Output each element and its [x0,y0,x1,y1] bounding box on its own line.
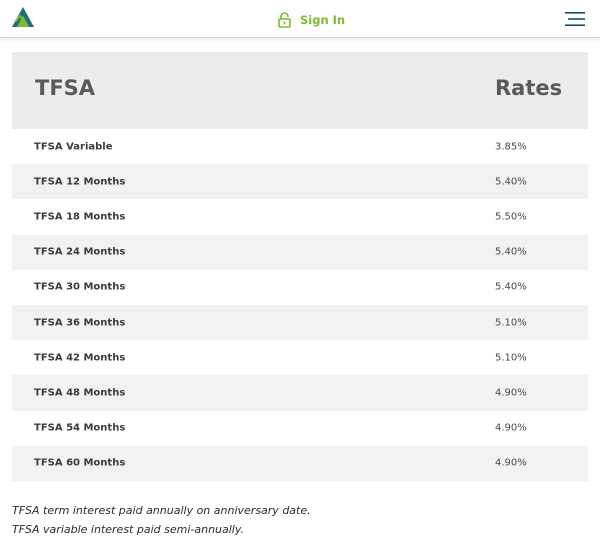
footnotes: TFSA term interest paid annually on anni… [12,501,588,539]
tfsa-rates-table: TFSA Rates TFSA Variable 3.85% TFSA 12 M… [12,52,588,481]
rate-cell: 5.10% [495,317,527,329]
column-header-rate: Rates [495,76,563,100]
footnote-variable-interest: TFSA variable interest paid semi-annuall… [12,523,245,536]
product-cell: TFSA 30 Months [34,281,126,293]
rate-cell: 5.10% [495,352,527,364]
table-row: TFSA 12 Months 5.40% [12,164,588,200]
table-row: TFSA 30 Months 5.40% [12,269,588,305]
rate-cell: 4.90% [495,422,527,434]
rate-cell: 4.90% [495,387,527,399]
rate-cell: 5.40% [495,246,527,258]
rate-cell: 5.40% [495,281,527,293]
rate-cell: 3.85% [495,141,527,153]
table-row: TFSA Variable 3.85% [12,129,588,165]
lock-icon [278,12,291,28]
rate-cell: 5.40% [495,176,527,188]
table-row: TFSA 18 Months 5.50% [12,199,588,235]
product-cell: TFSA 48 Months [34,387,126,399]
product-cell: TFSA 24 Months [34,246,126,258]
column-header-product: TFSA [35,76,96,100]
product-cell: TFSA 18 Months [34,211,126,223]
table-row: TFSA 36 Months 5.10% [12,304,588,341]
sign-in-button[interactable]: Sign In [278,11,345,29]
product-cell: TFSA 42 Months [34,352,126,364]
table-row: TFSA 48 Months 4.90% [12,375,588,411]
table-row: TFSA 42 Months 5.10% [12,340,588,376]
product-cell: TFSA Variable [34,141,113,153]
table-body: TFSA Variable 3.85% TFSA 12 Months 5.40%… [12,129,588,481]
product-cell: TFSA 60 Months [34,457,126,469]
table-row: TFSA 54 Months 4.90% [12,410,588,446]
top-header: Sign In [0,0,600,38]
footnote-term-interest: TFSA term interest paid annually on anni… [12,504,311,517]
rate-cell: 5.50% [495,211,527,223]
table-row: TFSA 60 Months 4.90% [12,445,588,481]
hamburger-menu-icon[interactable] [565,11,585,27]
product-cell: TFSA 54 Months [34,422,126,434]
mountain-logo-icon[interactable] [11,6,35,28]
sign-in-label: Sign In [300,13,346,27]
table-row: TFSA 24 Months 5.40% [12,234,588,270]
table-header: TFSA Rates [12,52,588,129]
product-cell: TFSA 36 Months [34,317,126,329]
product-cell: TFSA 12 Months [34,176,126,188]
rate-cell: 4.90% [495,457,527,469]
